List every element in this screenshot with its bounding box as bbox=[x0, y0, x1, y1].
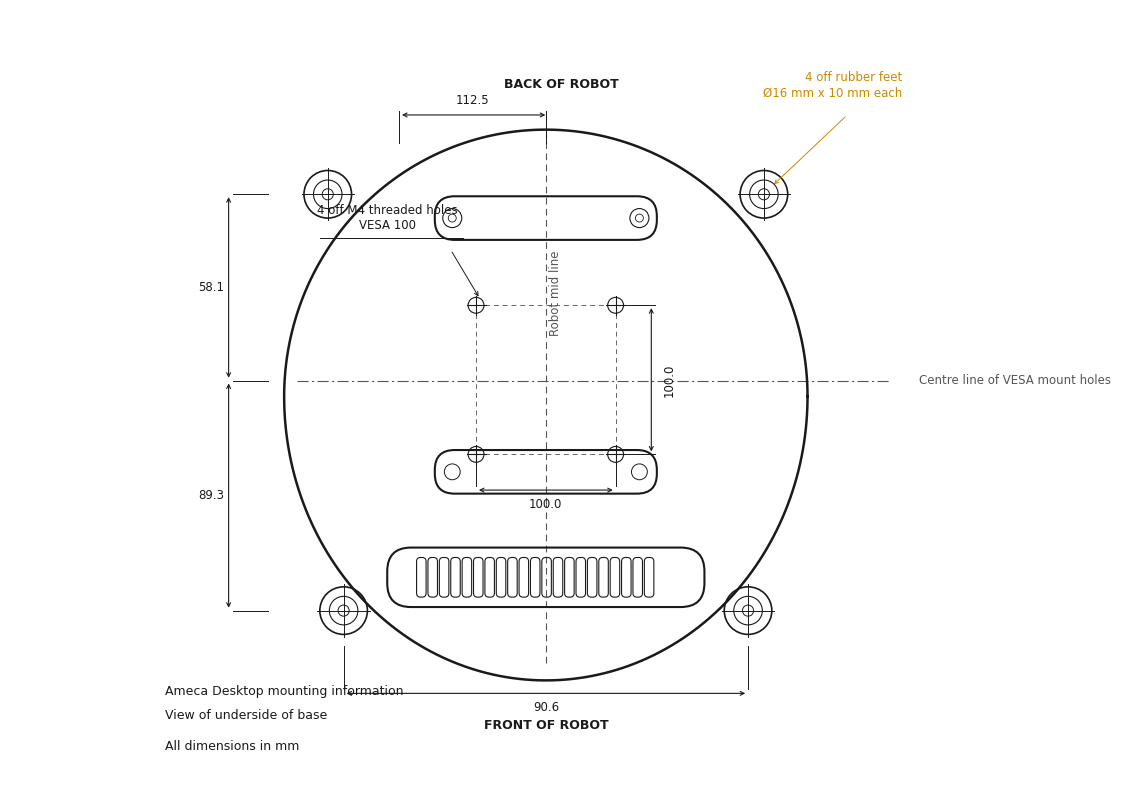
Text: FRONT OF ROBOT: FRONT OF ROBOT bbox=[483, 718, 608, 732]
Text: 100.0: 100.0 bbox=[662, 363, 676, 396]
Text: 89.3: 89.3 bbox=[198, 489, 224, 502]
Text: Ameca Desktop mounting information: Ameca Desktop mounting information bbox=[165, 685, 404, 698]
Text: All dimensions in mm: All dimensions in mm bbox=[165, 741, 300, 753]
Text: 4 off rubber feet
Ø16 mm x 10 mm each: 4 off rubber feet Ø16 mm x 10 mm each bbox=[763, 71, 902, 99]
Text: Robot mid line: Robot mid line bbox=[549, 251, 561, 336]
Text: BACK OF ROBOT: BACK OF ROBOT bbox=[505, 79, 619, 91]
Text: 100.0: 100.0 bbox=[529, 498, 563, 511]
Text: View of underside of base: View of underside of base bbox=[165, 709, 327, 722]
Text: 58.1: 58.1 bbox=[198, 281, 224, 294]
Text: 4 off M4 threaded holes
VESA 100: 4 off M4 threaded holes VESA 100 bbox=[317, 204, 457, 232]
Text: 112.5: 112.5 bbox=[456, 94, 489, 107]
Text: 90.6: 90.6 bbox=[533, 701, 559, 714]
Text: Centre line of VESA mount holes: Centre line of VESA mount holes bbox=[918, 374, 1110, 387]
